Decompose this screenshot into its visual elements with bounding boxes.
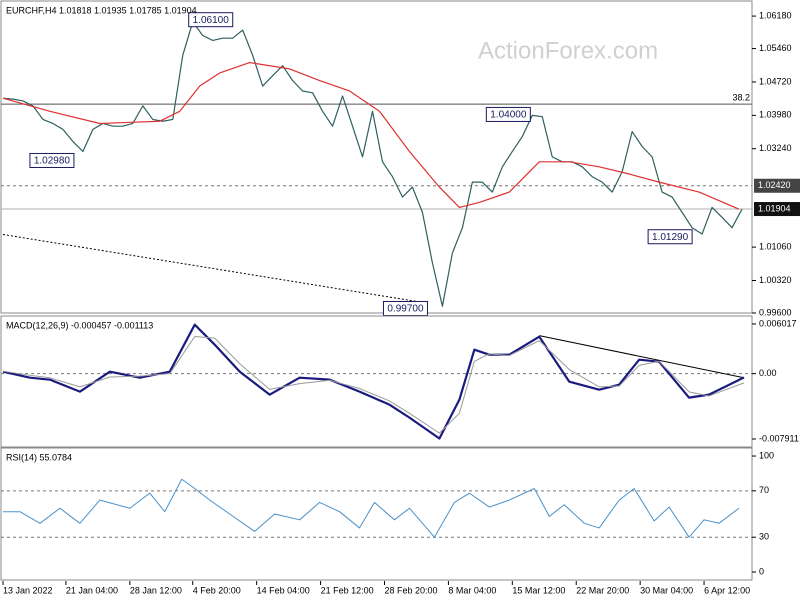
annotation-label: 1.06100: [193, 15, 230, 26]
y-tick-label: 0.99600: [759, 307, 792, 317]
series-line: [2, 335, 745, 434]
x-tick-label: 30 Mar 04:00: [640, 585, 693, 595]
x-tick-label: 21 Jan 04:00: [66, 585, 118, 595]
y-tick-label: 100: [759, 450, 774, 460]
price-label-box: [754, 178, 800, 193]
trendline: [539, 335, 745, 379]
series-line: [3, 478, 740, 538]
x-tick-label: 21 Feb 12:00: [321, 585, 374, 595]
level-label: 38.2: [732, 92, 750, 102]
annotation-label: 1.04000: [490, 110, 527, 121]
y-tick-label: 1.04720: [759, 76, 792, 86]
panel-title: EURCHF,H4 1.01818 1.01935 1.01785 1.0190…: [6, 5, 197, 15]
annotation-label: 0.99700: [387, 304, 424, 315]
x-tick-label: 22 Mar 20:00: [576, 585, 629, 595]
panel-frame: [0, 315, 753, 448]
x-tick-label: 6 Apr 12:00: [704, 585, 750, 595]
y-tick-label: 1.00320: [759, 275, 792, 285]
watermark: ActionForex.com: [478, 37, 658, 64]
annotation-box: [647, 229, 693, 245]
price-label-box: [754, 202, 800, 217]
y-tick-label: 1.03240: [759, 143, 792, 153]
panel-frame: [0, 0, 753, 314]
y-tick-label: 30: [759, 532, 769, 542]
panel-title: MACD(12,26,9) -0.000457 -0.001113: [6, 320, 153, 330]
series-line: [2, 61, 740, 210]
price-label: 1.02420: [758, 180, 791, 190]
panel-title: RSI(14) 55.0784: [6, 452, 72, 462]
x-tick-label: 14 Feb 04:00: [257, 585, 310, 595]
y-tick-label: 1.06180: [759, 10, 792, 20]
y-tick-label: 1.01060: [759, 241, 792, 251]
annotation-box: [382, 300, 428, 316]
annotation-box: [188, 12, 234, 28]
y-tick-label: 0.006017: [759, 318, 797, 328]
y-tick-label: 70: [759, 485, 769, 495]
annotation-label: 1.01290: [652, 232, 689, 243]
x-tick-label: 4 Feb 20:00: [193, 585, 241, 595]
price-label: 1.01904: [758, 203, 791, 213]
annotation-box: [485, 106, 531, 122]
annotation-label: 1.02980: [34, 156, 71, 167]
series-line: [2, 21, 743, 307]
x-tick-label: 15 Mar 12:00: [512, 585, 565, 595]
y-tick-label: 1.05460: [759, 43, 792, 53]
y-tick-label: 0.00: [759, 368, 777, 378]
x-tick-label: 13 Jan 2022: [3, 585, 53, 595]
x-tick-label: 28 Feb 20:00: [384, 585, 437, 595]
y-tick-label: 0: [759, 566, 764, 576]
panel-frame: [0, 447, 753, 581]
y-tick-label: -0.007911: [759, 433, 799, 443]
y-tick-label: 1.03980: [759, 110, 792, 120]
annotation-box: [29, 152, 75, 168]
x-tick-label: 8 Mar 04:00: [448, 585, 496, 595]
x-tick-label: 28 Jan 12:00: [130, 585, 182, 595]
